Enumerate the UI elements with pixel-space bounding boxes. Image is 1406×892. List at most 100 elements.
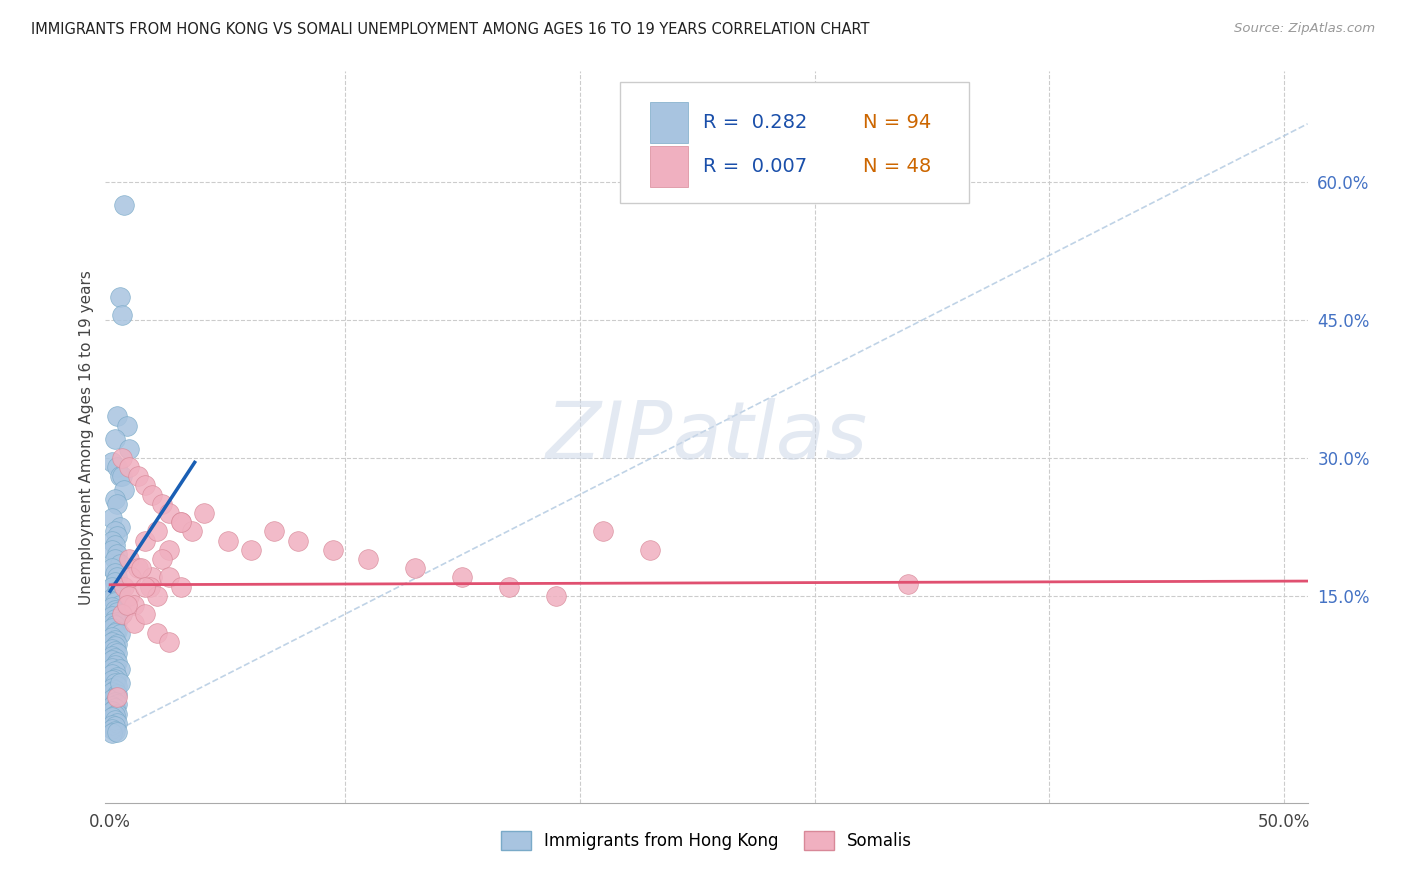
Point (112, 580, 135, 594)
Point (157, 570, 180, 584)
Point (157, 634, 180, 648)
Point (108, 469, 131, 483)
Point (157, 542, 180, 557)
Point (105, 715, 128, 730)
Point (105, 584, 128, 599)
Point (118, 552, 141, 566)
Point (115, 598, 138, 612)
Point (101, 533, 124, 548)
Point (104, 676, 127, 690)
Point (105, 570, 128, 584)
Point (240, 542, 263, 557)
Point (146, 589, 169, 603)
Point (101, 510, 124, 524)
Point (104, 552, 127, 566)
Bar (650, 103, 689, 143)
Point (108, 290, 131, 304)
Point (105, 698, 128, 712)
Point (101, 685, 124, 699)
Point (108, 598, 131, 612)
Point (263, 524, 285, 539)
Point (105, 615, 128, 629)
Point (111, 607, 134, 622)
Point (127, 561, 149, 575)
Point (118, 442, 141, 456)
Point (146, 524, 169, 539)
Point (101, 660, 124, 674)
Point (193, 506, 215, 520)
Bar (650, 146, 689, 186)
Text: N = 48: N = 48 (863, 157, 931, 176)
Point (104, 612, 127, 626)
Point (146, 625, 169, 640)
Point (104, 538, 127, 552)
Point (134, 478, 156, 492)
Point (134, 607, 156, 622)
Point (104, 719, 127, 733)
Point (104, 665, 127, 679)
Point (105, 605, 128, 619)
Point (105, 655, 128, 669)
Point (104, 574, 127, 589)
Point (104, 695, 127, 709)
Point (592, 524, 614, 539)
Text: IMMIGRANTS FROM HONG KONG VS SOMALI UNEMPLOYMENT AMONG AGES 16 TO 19 YEARS CORRE: IMMIGRANTS FROM HONG KONG VS SOMALI UNEM… (31, 22, 869, 37)
Point (108, 557, 131, 571)
Point (105, 670, 128, 684)
Point (101, 710, 124, 724)
Point (104, 701, 127, 715)
Point (141, 570, 163, 584)
Point (111, 450, 134, 465)
Point (118, 460, 141, 475)
Point (101, 704, 124, 718)
Point (105, 679, 128, 693)
Point (105, 624, 128, 638)
Point (105, 460, 128, 475)
Text: Source: ZipAtlas.com: Source: ZipAtlas.com (1234, 22, 1375, 36)
Point (181, 524, 204, 539)
Point (101, 616, 124, 631)
Point (129, 561, 152, 575)
Point (120, 570, 142, 584)
Text: R =  0.282: R = 0.282 (703, 113, 807, 132)
Point (101, 634, 124, 648)
Point (111, 607, 134, 622)
Point (157, 506, 180, 520)
Point (104, 566, 127, 580)
Point (105, 637, 128, 651)
Point (104, 708, 127, 723)
Point (112, 483, 135, 497)
Point (104, 644, 127, 658)
Point (101, 542, 124, 557)
Point (139, 580, 162, 594)
Point (169, 580, 191, 594)
Point (217, 533, 239, 548)
Point (104, 682, 127, 697)
Point (101, 722, 124, 736)
Point (101, 667, 124, 681)
Legend: Immigrants from Hong Kong, Somalis: Immigrants from Hong Kong, Somalis (495, 824, 918, 856)
Point (134, 580, 156, 594)
Point (104, 657, 127, 672)
FancyBboxPatch shape (620, 82, 969, 203)
Point (108, 520, 131, 534)
Point (105, 409, 128, 424)
Y-axis label: Unemployment Among Ages 16 to 19 years: Unemployment Among Ages 16 to 19 years (79, 269, 94, 605)
Point (104, 713, 127, 727)
Point (101, 630, 124, 644)
Point (104, 602, 127, 616)
Point (111, 469, 134, 483)
Text: R =  0.007: R = 0.007 (703, 157, 807, 176)
Point (105, 593, 128, 607)
Point (105, 690, 128, 704)
Point (104, 618, 127, 632)
Point (101, 673, 124, 688)
Point (104, 492, 127, 507)
Point (105, 548, 128, 562)
Point (451, 570, 474, 584)
Point (101, 455, 124, 469)
Point (101, 609, 124, 624)
Text: N = 94: N = 94 (863, 113, 931, 132)
Point (104, 724, 127, 739)
Point (357, 552, 380, 566)
